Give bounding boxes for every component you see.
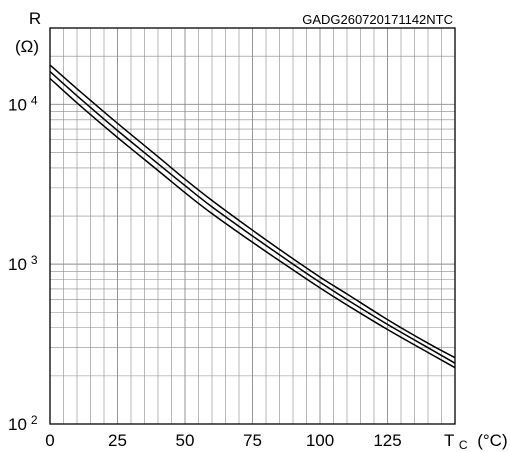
y-tick-base: 10 xyxy=(8,95,27,114)
x-axis-symbol: T xyxy=(444,431,454,450)
grid xyxy=(50,28,455,424)
curve-nominal xyxy=(49,71,456,364)
x-tick-label: 50 xyxy=(176,431,195,450)
x-tick-label: 125 xyxy=(373,431,401,450)
x-tick-label: 0 xyxy=(45,431,54,450)
y-axis-symbol: R xyxy=(29,9,41,28)
y-tick-exponent: 2 xyxy=(31,413,38,427)
y-tick-label: 10 4 xyxy=(8,93,38,114)
curve-lower xyxy=(49,77,456,369)
y-tick-base: 10 xyxy=(8,415,27,434)
y-axis-unit: (Ω) xyxy=(15,37,39,56)
x-tick-label: 75 xyxy=(243,431,262,450)
y-tick-base: 10 xyxy=(8,255,27,274)
curves xyxy=(49,64,456,369)
x-axis-unit: (°C) xyxy=(477,431,507,450)
y-tick-label: 10 2 xyxy=(8,413,38,434)
y-tick-exponent: 4 xyxy=(31,93,38,107)
y-tick-label: 10 3 xyxy=(8,253,38,274)
x-axis-label: T C (°C) xyxy=(444,431,508,452)
chart-code: GADG260720171142NTC xyxy=(302,12,453,27)
x-tick-label: 25 xyxy=(108,431,127,450)
curve-upper xyxy=(49,64,456,359)
x-tick-label: 100 xyxy=(306,431,334,450)
x-axis-subscript: C xyxy=(459,438,468,452)
plot-frame xyxy=(49,27,456,425)
y-tick-exponent: 3 xyxy=(31,253,38,267)
x-tick-labels: 0 25 50 75 100 125 xyxy=(45,431,401,450)
y-tick-labels: 10 2 10 3 10 4 xyxy=(8,93,38,434)
